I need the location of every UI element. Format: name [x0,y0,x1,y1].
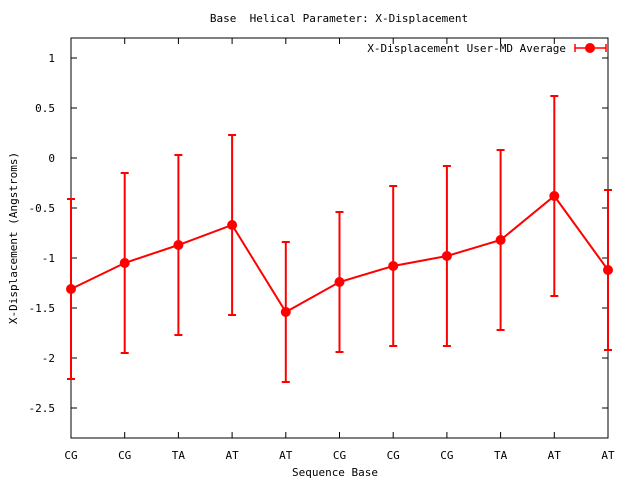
y-tick-label: -1 [42,252,55,265]
data-point [227,220,238,230]
data-point [334,277,345,287]
data-point [388,261,399,271]
data-point [549,191,560,201]
x-tick-label: AT [225,449,239,462]
y-tick-label: -2.5 [29,402,56,415]
x-tick-label: CG [440,449,453,462]
y-tick-label: -2 [42,352,55,365]
y-tick-label: -0.5 [29,202,56,215]
y-axis: 1 0.5 0 -0.5 -1 -1.5 -2 -2.5 [29,52,608,415]
x-tick-label: CG [387,449,400,462]
legend-swatch-marker [585,43,595,53]
y-tick-label: -1.5 [29,302,56,315]
data-point [280,307,291,317]
series-layer [66,95,613,383]
chart-title: Base Helical Parameter: X-Displacement [210,12,468,25]
y-tick-label: 0 [48,152,55,165]
legend-label: X-Displacement User-MD Average [367,42,566,55]
data-point [441,251,452,261]
x-tick-label: AT [279,449,293,462]
x-tick-label: AT [548,449,562,462]
x-tick-label: CG [64,449,77,462]
x-tick-label: CG [333,449,346,462]
x-axis-label: Sequence Base [292,466,378,479]
x-tick-label: AT [601,449,615,462]
y-axis-label: X-Displacement (Angstroms) [7,152,20,324]
data-point [173,240,184,250]
x-tick-label: TA [494,449,508,462]
y-tick-label: 0.5 [35,102,55,115]
x-axis: CG CG TA AT AT CG CG CG TA AT AT [64,38,615,462]
data-point [119,258,130,268]
data-point [603,265,613,275]
y-tick-label: 1 [48,52,55,65]
x-tick-label: CG [118,449,131,462]
data-point [495,235,506,245]
legend: X-Displacement User-MD Average [367,42,607,55]
data-point [66,284,76,294]
x-tick-label: TA [172,449,186,462]
